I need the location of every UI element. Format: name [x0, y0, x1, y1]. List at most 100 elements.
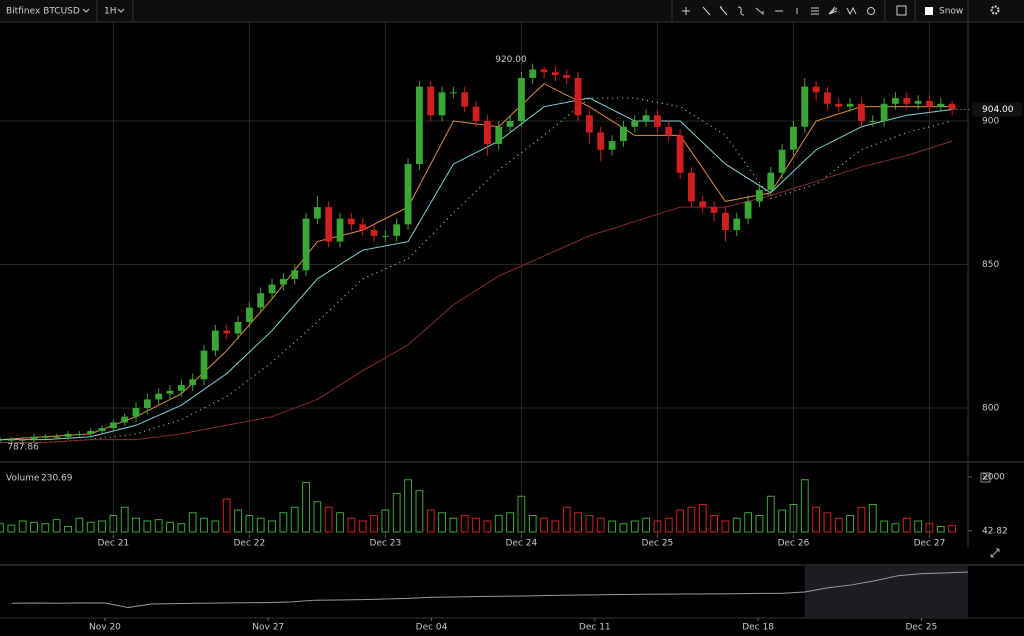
volume-bar — [687, 506, 696, 533]
volume-bar — [336, 512, 344, 533]
close-volume-button[interactable] — [980, 472, 991, 483]
candle-body — [903, 98, 911, 104]
volume-bar — [143, 520, 152, 533]
candle-body — [495, 126, 503, 144]
volume-bar — [415, 490, 424, 533]
candle-body — [53, 436, 61, 438]
candle-body — [676, 135, 684, 173]
volume-bar — [347, 517, 356, 533]
volume-bar — [789, 503, 798, 533]
candle-body — [370, 230, 378, 236]
candle-body — [926, 100, 933, 107]
candle-body — [393, 224, 401, 236]
y-tick-label: 2000 — [982, 472, 1005, 482]
volume-bar — [7, 524, 16, 533]
candle-body — [245, 307, 253, 322]
volume-bar — [517, 495, 526, 533]
volume-bar — [290, 506, 299, 533]
dropdown-arrow — [117, 8, 125, 13]
candle-body — [665, 126, 673, 136]
volume-bar — [222, 498, 231, 533]
candle-body — [257, 293, 265, 308]
volume-bar — [800, 479, 809, 533]
x-tick-label: Dec 27 — [914, 539, 946, 549]
candle-body — [223, 330, 231, 334]
volume-bar — [313, 501, 322, 533]
volume-bar — [744, 512, 753, 533]
volume-bar — [472, 517, 480, 533]
volume-bar — [608, 520, 616, 533]
volume-bar — [710, 514, 718, 533]
volume-bar — [551, 520, 560, 533]
volume-bar — [200, 517, 208, 533]
candle-body — [756, 189, 763, 202]
candle-body — [166, 390, 174, 394]
candle-body — [722, 212, 729, 231]
candle-body — [824, 92, 831, 104]
expand-button[interactable] — [990, 548, 1000, 558]
plot-layer: 800 850 900 Dec 21 Dec 22 Dec 23 Dec 24 Dec 25 D… — [0, 22, 1022, 633]
volume-bar — [86, 521, 95, 533]
dropdown-arrow — [82, 8, 90, 13]
drawing-tools[interactable] — [682, 6, 875, 16]
candle-body — [846, 103, 854, 107]
candle-body — [211, 330, 219, 351]
volume-bar — [234, 509, 242, 533]
volume-bar — [98, 520, 106, 533]
settings-button[interactable] — [990, 5, 1000, 15]
snow-label[interactable]: Snow — [939, 7, 963, 17]
navigator-line — [11, 571, 969, 609]
volume-bar — [426, 509, 435, 533]
x-tick-label: Dec 11 — [579, 623, 611, 633]
volume-title: Volume — [6, 474, 40, 484]
close-icon — [982, 474, 989, 481]
candle-body — [801, 86, 809, 127]
candle-body — [7, 439, 15, 441]
candle-body — [620, 126, 627, 142]
candle-body — [586, 115, 593, 133]
candle-body — [767, 172, 775, 190]
x-tick-label: Nov 20 — [89, 623, 121, 633]
x-tick-label: Dec 18 — [742, 623, 774, 633]
interval-selector[interactable]: 1H — [104, 7, 117, 17]
candle-body — [64, 433, 72, 437]
candle-body — [710, 207, 718, 213]
candle-body — [835, 103, 843, 107]
candle-body — [914, 100, 922, 104]
candle-body — [268, 284, 276, 294]
volume-bar — [154, 519, 163, 533]
candle-body — [812, 86, 820, 93]
candle-body — [484, 121, 491, 144]
candle-body — [0, 439, 4, 441]
volume-bar — [891, 523, 900, 533]
candle-body — [177, 385, 185, 391]
last-price-label: 904.00 — [982, 105, 1014, 115]
candle-body — [336, 218, 344, 242]
candle-body — [892, 98, 899, 104]
volume-bar — [166, 521, 174, 533]
volume-bar — [0, 523, 4, 533]
x-tick-label: Nov 27 — [252, 623, 284, 633]
navigator-window — [804, 566, 968, 618]
snow-checkbox[interactable] — [925, 7, 933, 15]
volume-bar — [642, 517, 650, 533]
volume-bar — [177, 523, 186, 533]
volume-bar — [755, 514, 764, 533]
candle-body — [608, 141, 616, 150]
candle-body — [642, 115, 650, 122]
candle-body — [778, 149, 786, 173]
calendar-button[interactable] — [896, 5, 907, 16]
candle-body — [563, 75, 571, 78]
volume-bar — [619, 523, 628, 533]
volume-bar — [902, 517, 911, 533]
candle-body — [540, 69, 548, 73]
volume-bar — [268, 520, 276, 533]
moving-average — [0, 97, 953, 441]
symbol-selector[interactable]: Bitfinex BTCUSD — [6, 7, 80, 17]
toolbar: Bitfinex BTCUSD 1H Snow — [0, 0, 1024, 23]
volume-bar — [41, 523, 50, 533]
volume-bar — [381, 509, 390, 533]
candle-body — [438, 92, 446, 116]
candle-body — [937, 103, 945, 107]
